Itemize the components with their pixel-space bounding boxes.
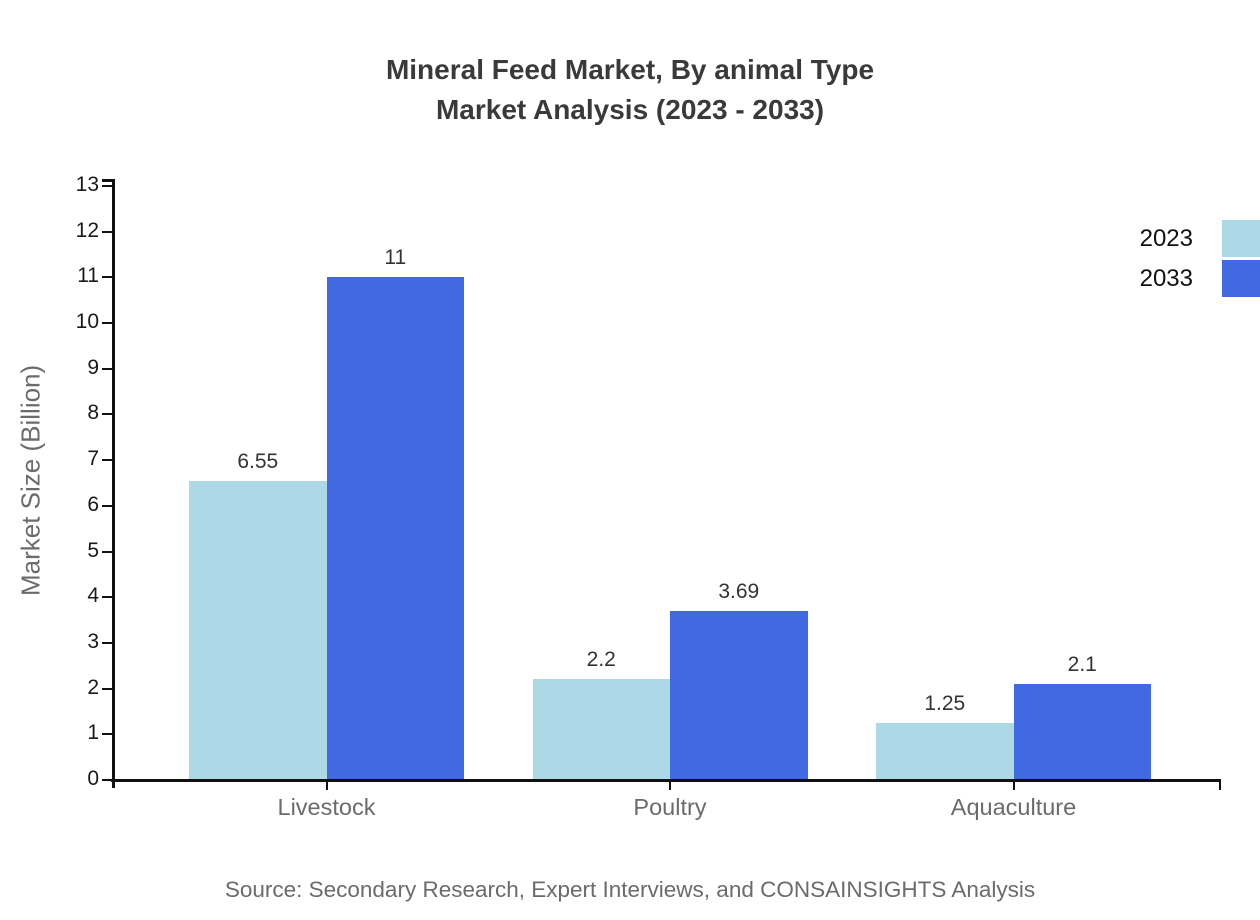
- y-tick: [102, 779, 112, 781]
- x-category-label-aquaculture: Aquaculture: [950, 794, 1077, 820]
- bar-value-label: 3.69: [718, 580, 760, 604]
- y-tick: [102, 413, 112, 416]
- bar-2033-poultry: [670, 611, 808, 780]
- bar-value-label: 6.55: [237, 449, 279, 473]
- x-category-label-poultry: Poultry: [633, 794, 707, 820]
- bar-value-label: 11: [384, 246, 407, 270]
- y-tick: [102, 230, 112, 233]
- x-axis-line: [111, 779, 1221, 782]
- bar-2033-livestock: [326, 277, 464, 780]
- legend-label: 2023: [1139, 225, 1193, 252]
- y-tick-label: 4: [87, 584, 99, 608]
- y-axis-endcap-tick: [102, 179, 112, 182]
- y-tick: [102, 459, 112, 462]
- y-tick: [102, 322, 112, 325]
- chart-title-line2: Market Analysis (2023 - 2033): [435, 94, 825, 125]
- chart-title-line1: Mineral Feed Market, By animal Type: [385, 54, 875, 85]
- y-tick-label: 12: [75, 218, 99, 242]
- bar-2023-livestock: [189, 480, 327, 780]
- y-tick-label: 13: [75, 173, 99, 197]
- y-tick: [102, 367, 112, 370]
- x-category-label-livestock: Livestock: [277, 794, 376, 820]
- bar-value-label: 2.2: [586, 648, 616, 672]
- bar-2033-aquaculture: [1013, 684, 1151, 780]
- source-note: Source: Secondary Research, Expert Inter…: [224, 877, 1036, 902]
- bar-2023-aquaculture: [876, 722, 1014, 780]
- x-axis-endcap-tick: [1219, 779, 1221, 790]
- y-tick: [102, 596, 112, 599]
- bar-2023-poultry: [532, 679, 670, 780]
- y-tick-label: 6: [87, 492, 99, 516]
- legend-label: 2033: [1139, 265, 1193, 292]
- x-tick: [325, 781, 328, 790]
- y-tick-label: 11: [77, 264, 99, 288]
- x-tick: [669, 781, 671, 790]
- y-tick-label: 10: [75, 310, 99, 334]
- y-tick-label: 8: [87, 401, 99, 425]
- legend-swatch-2023: [1222, 220, 1260, 257]
- y-axis-line: [112, 179, 115, 788]
- y-tick: [102, 550, 112, 553]
- y-tick: [102, 504, 112, 507]
- y-tick: [102, 185, 112, 188]
- y-tick: [102, 276, 112, 279]
- y-tick-label: 3: [87, 629, 99, 653]
- y-tick-label: 5: [87, 538, 99, 562]
- y-tick-label: 9: [87, 355, 99, 379]
- bar-value-label: 2.1: [1067, 653, 1097, 677]
- legend-swatch-2033: [1222, 260, 1260, 297]
- y-tick: [102, 687, 112, 690]
- chart-title: Mineral Feed Market, By animal Type Mark…: [0, 50, 1260, 130]
- y-tick-label: 1: [87, 721, 99, 745]
- x-tick: [1012, 781, 1015, 790]
- y-tick-label: 2: [87, 675, 99, 699]
- legend-item-2033: 2033: [1000, 260, 1260, 297]
- y-tick-label: 0: [87, 767, 99, 790]
- legend-item-2023: 2023: [1000, 220, 1260, 257]
- bar-value-label: 1.25: [924, 691, 966, 715]
- y-tick: [102, 733, 112, 736]
- y-tick: [102, 641, 112, 644]
- y-tick-label: 7: [87, 447, 99, 471]
